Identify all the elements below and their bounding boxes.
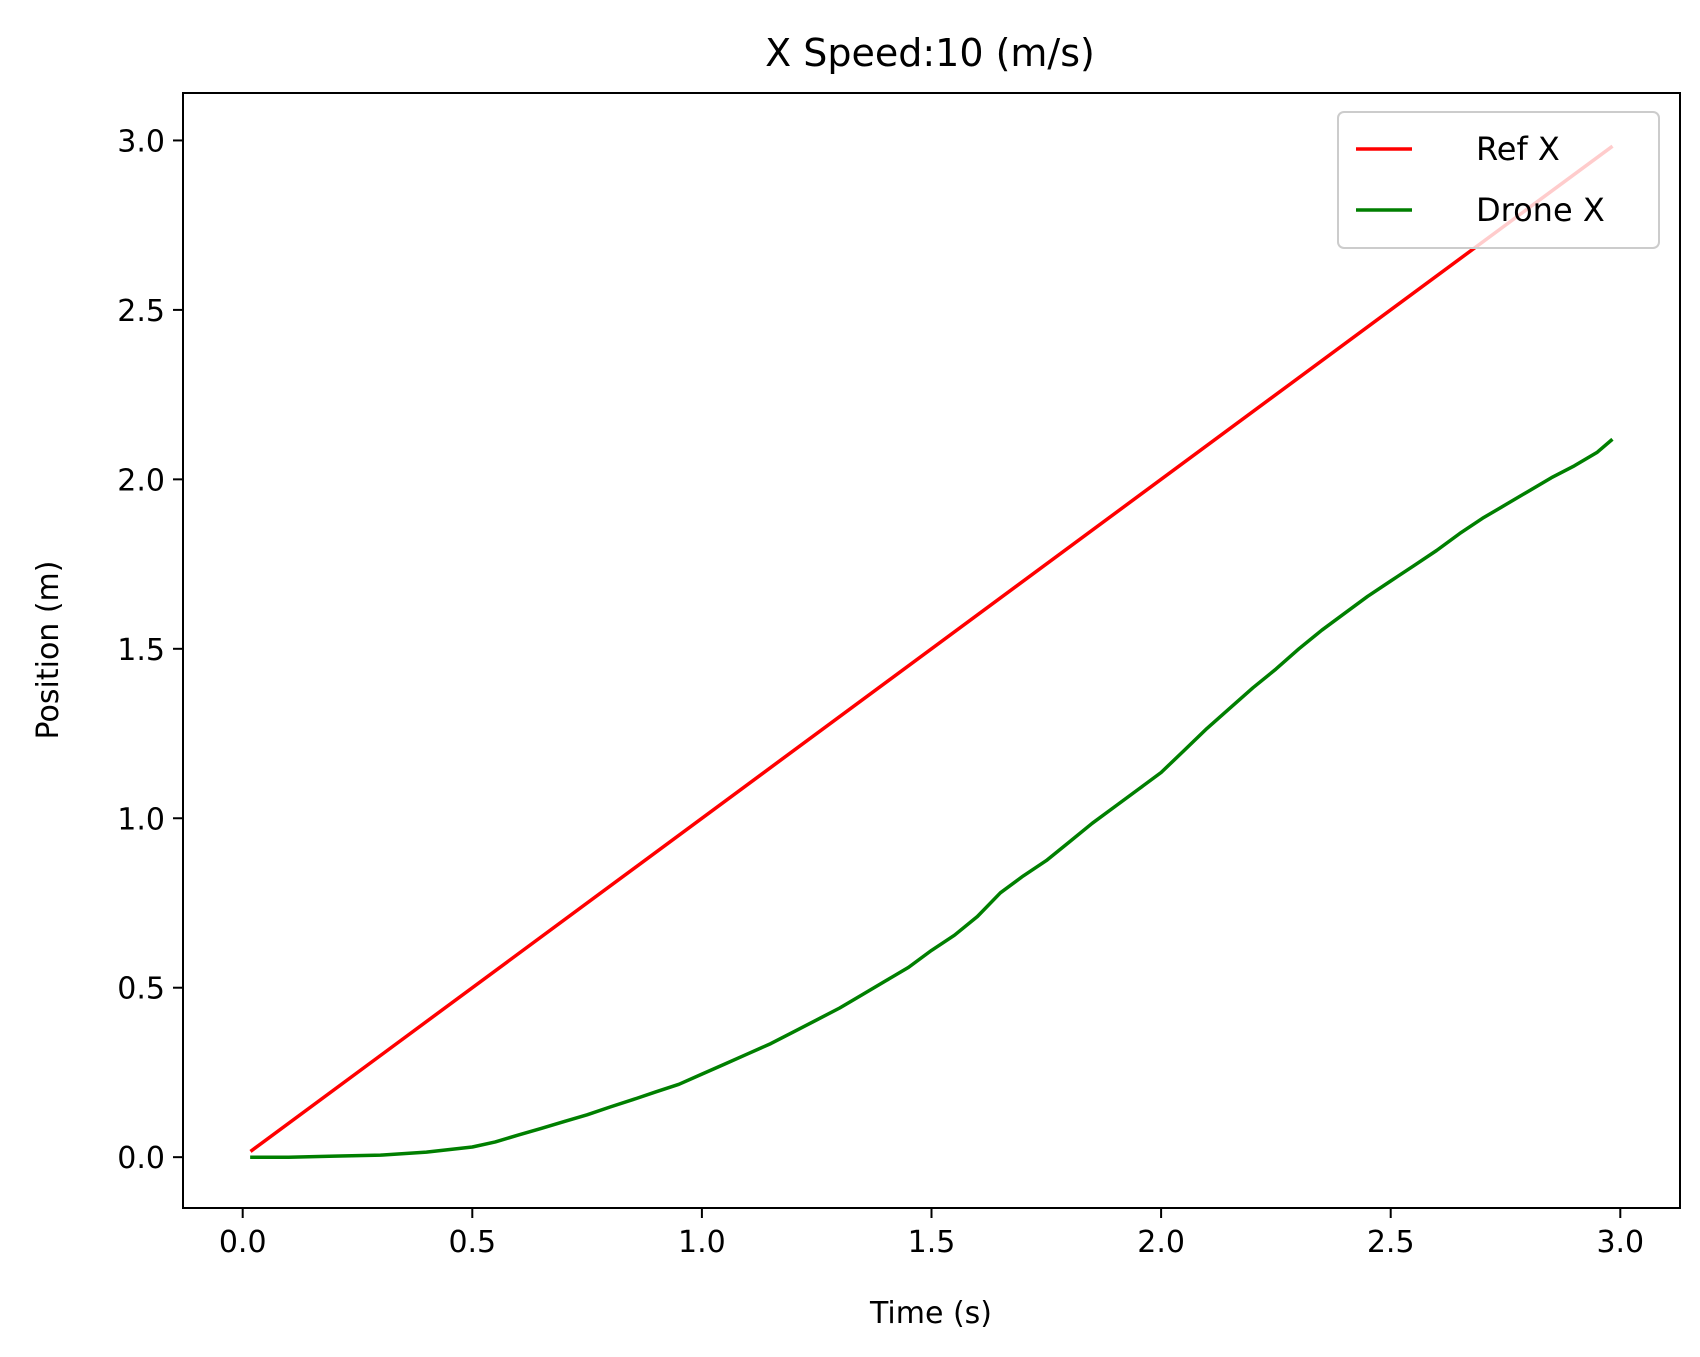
y-tick-label: 2.0	[117, 463, 165, 498]
plot-marks	[249, 144, 1614, 1159]
y-tick-label: 2.5	[117, 294, 165, 329]
x-tick-label: 3.0	[1596, 1225, 1644, 1260]
chart-title: X Speed:10 (m/s)	[765, 31, 1095, 75]
x-tick-label: 1.0	[678, 1225, 726, 1260]
y-axis-ticks: 0.0 0.5 1.0 1.5 2.0 2.5 3.0	[117, 124, 183, 1176]
y-tick-label: 1.5	[117, 633, 165, 668]
x-axis-ticks: 0.0 0.5 1.0 1.5 2.0 2.5 3.0	[219, 1208, 1644, 1260]
x-tick-label: 1.5	[908, 1225, 956, 1260]
series-line-ref-x	[249, 144, 1614, 1153]
y-tick-label: 0.0	[117, 1141, 165, 1176]
y-tick-label: 3.0	[117, 124, 165, 159]
y-tick-label: 0.5	[117, 972, 165, 1007]
legend-box	[1337, 111, 1660, 249]
legend-label: Drone X	[1476, 191, 1605, 229]
x-tick-label: 2.5	[1367, 1225, 1415, 1260]
x-tick-label: 0.5	[448, 1225, 496, 1260]
y-axis-label: Position (m)	[31, 561, 66, 740]
legend: Ref X Drone X	[1337, 111, 1660, 249]
x-tick-label: 0.0	[219, 1225, 267, 1260]
y-tick-label: 1.0	[117, 802, 165, 837]
legend-label: Ref X	[1476, 130, 1560, 168]
x-tick-label: 2.0	[1137, 1225, 1185, 1260]
x-axis-label: Time (s)	[869, 1296, 992, 1331]
series-line-drone-x	[250, 437, 1614, 1159]
